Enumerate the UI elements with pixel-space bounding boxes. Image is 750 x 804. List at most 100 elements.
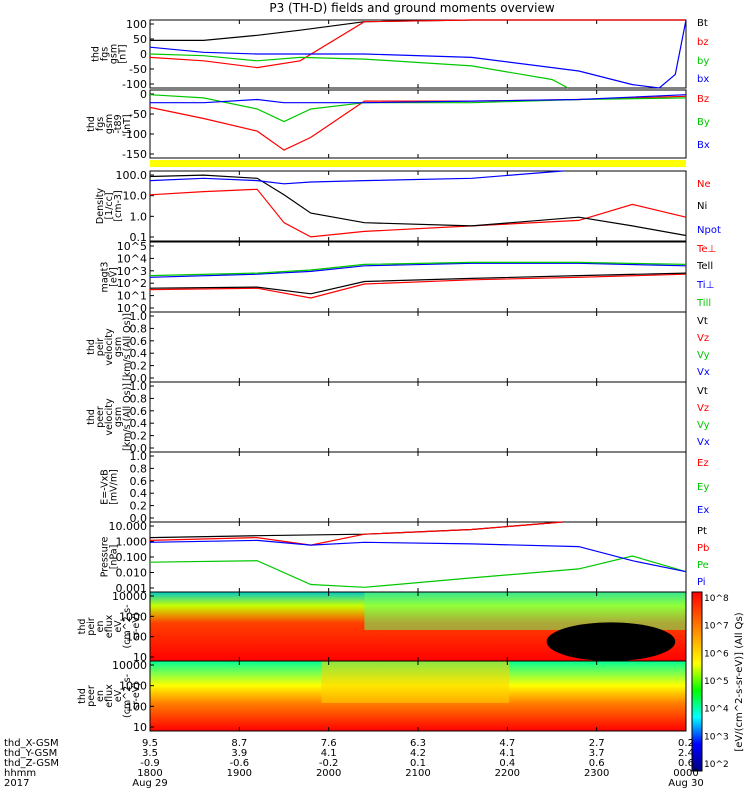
y-tick-label: 50: [133, 33, 147, 46]
series-line-Bx: [150, 94, 687, 104]
y-tick-label: 1.0: [130, 380, 148, 393]
legend-entry: Ey: [697, 482, 709, 493]
panel-label-line: thd: [77, 688, 88, 704]
panel-frame: [149, 451, 687, 523]
x-tick-label: 0.4: [499, 758, 515, 769]
panel-label-line: [nPa]: [109, 545, 120, 570]
x-tick-label: 0000: [673, 768, 698, 779]
series-line-Ti⊥: [149, 262, 687, 278]
panel-label-line: thd: [86, 116, 97, 132]
series-line-Pi: [149, 539, 687, 573]
y-tick-label: 100.0: [116, 169, 148, 182]
legend-entry: Tell: [696, 261, 713, 272]
panel-label-line: Pressure: [100, 537, 111, 578]
panel-label-line: thd: [91, 46, 102, 62]
y-tick-label: 10000: [112, 590, 147, 603]
panel-8: 10.000 1.000 0.100 0.010 0.001 Pressure[nPa] P…: [100, 520, 710, 595]
panel-label-line: fgs: [95, 117, 106, 131]
y-tick-label: 1.0: [130, 450, 148, 463]
y-tick-label: 0.010: [116, 567, 148, 580]
legend-entry: Ni: [697, 201, 707, 212]
legend-entry: Pe: [697, 560, 709, 571]
x-tick-label: -0.9: [140, 758, 160, 769]
legend-entry: Ez: [697, 458, 709, 469]
series-line-bx: [149, 19, 687, 89]
panel-label-line: [eV]: [109, 267, 120, 287]
legend-entry: Till: [696, 298, 711, 309]
colorbar-tick-label: 10^3: [704, 732, 729, 742]
mode-bar: [150, 160, 686, 167]
panel-frame: [149, 170, 687, 242]
panel-label-line: velocity: [104, 328, 115, 366]
y-tick-label: 1.0: [130, 310, 148, 323]
x-axis-row-label: hhmm: [4, 768, 36, 779]
x-tick-label: 6.3: [410, 738, 426, 749]
y-tick-label: 100: [126, 700, 147, 713]
colorbar-tick-label: 10^8: [704, 594, 729, 604]
y-tick-label: 10^3: [117, 265, 147, 278]
y-tick-label: 100: [126, 631, 147, 644]
y-tick-label: 1.000: [116, 536, 148, 549]
legend-entry: Te⊥: [696, 244, 716, 255]
panel-label-line: gsm: [104, 114, 115, 134]
x-tick-label: 7.6: [321, 738, 337, 749]
legend-entry: Vt: [697, 386, 708, 397]
x-tick-label: 2.4: [678, 748, 694, 759]
y-tick-label: 1000: [119, 610, 147, 623]
x-axis-row-label: thd_Z-GSM: [4, 758, 59, 769]
legend-entry: Bx: [697, 140, 710, 151]
colorbar-tick-label: 10^5: [704, 677, 729, 687]
y-tick-label: 0.8: [130, 462, 148, 475]
panel-label-line: thd: [77, 619, 88, 635]
series-line-Bz: [149, 95, 687, 151]
panel-label-line: gsm: [113, 337, 124, 357]
panel-label-line: [km/s (All Qs)]: [122, 313, 133, 381]
panel-6: 1.00.80.60.40.20.0 thdpeervelocitygsm[km/…: [86, 380, 710, 455]
chart-title: P3 (TH-D) fields and ground moments over…: [269, 1, 554, 15]
panel-label-line: eflux: [104, 684, 115, 708]
y-tick-label: -100: [122, 78, 147, 91]
x-tick-label: 9.5: [142, 738, 158, 749]
colorbar-label: [eV/(cm^2-s-sr-eV)] (All Qs): [734, 612, 745, 751]
panel-label-line: [mV/m]: [109, 469, 120, 505]
x-tick-label: 1800: [137, 768, 162, 779]
x-tick-label: Aug 29: [132, 778, 167, 789]
panel-stack: 100500-50-100thdfgsgsm[nT]Btbzbybx0-50-1…: [77, 18, 721, 734]
legend-entry: Ex: [697, 505, 709, 516]
y-tick-label: 10^5: [117, 240, 147, 253]
panel-label-line: peir: [86, 617, 97, 636]
y-tick-label: 0.100: [116, 551, 148, 564]
panel-label-line: E=-VxB: [100, 469, 111, 504]
x-tick-label: 2100: [405, 768, 430, 779]
legend-entry: Pt: [697, 526, 707, 537]
colorbar: 10^8 10^7 10^6 10^5 10^4 10^3 10^2 [eV/(cm^2-s-…: [691, 591, 745, 772]
panel-label-line: en: [95, 621, 106, 633]
panel-label-line: [nT]: [122, 114, 133, 133]
y-tick-label: 0.0: [130, 372, 148, 385]
panel-label-line: eV: [113, 620, 124, 633]
x-axis-row-label: thd_X-GSM: [4, 738, 59, 749]
panel-label-line: velocity: [104, 398, 115, 436]
legend-entry: Vy: [697, 420, 710, 431]
panel-label-line: peer: [86, 685, 97, 707]
x-tick-label: 1900: [227, 768, 252, 779]
legend-entry: Npot: [697, 225, 721, 236]
y-tick-label: 10^4: [117, 252, 147, 265]
y-tick-label: 0.0: [130, 512, 148, 525]
panel-label-line: [km/s (All Qs)]: [122, 383, 133, 451]
y-tick-label: -100: [122, 128, 147, 141]
series-line-Ni: [149, 174, 687, 237]
legend-entry: bx: [697, 74, 709, 85]
x-tick-label: 2200: [495, 768, 520, 779]
y-tick-label: 0.1: [130, 231, 148, 244]
x-tick-label: 2000: [316, 768, 341, 779]
panel-frame: [149, 311, 687, 383]
legend-entry: Vz: [697, 403, 709, 414]
panel-label-line: (cm^2-s-: [122, 674, 133, 718]
y-tick-label: 0.2: [130, 500, 148, 513]
x-tick-label: 0.6: [589, 758, 605, 769]
series-line-Ne: [149, 188, 687, 238]
y-tick-label: 0.4: [130, 417, 148, 430]
panel-4: 10^510^410^310^210^110^0 magt3[eV] Te⊥ Tell…: [100, 240, 717, 315]
y-tick-label: 0.4: [130, 487, 148, 500]
